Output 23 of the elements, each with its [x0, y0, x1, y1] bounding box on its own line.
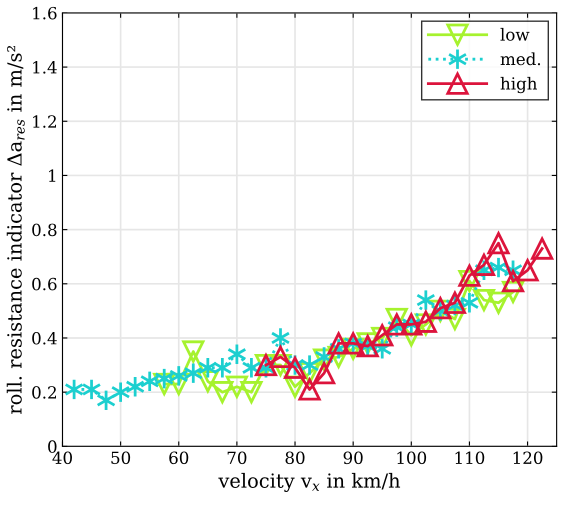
y-tick-label: 0.2 [32, 386, 56, 399]
x-tick-label: 100 [397, 451, 426, 464]
x-tick-label: 110 [456, 451, 484, 464]
x-axis-title: velocity v$_{x}$ in km/h [218, 472, 400, 492]
x-tick-label: 60 [169, 451, 188, 464]
legend-label: high [500, 76, 538, 94]
x-tick-label: 80 [286, 451, 305, 464]
y-axis-title: roll. resistance indicator Δa$_{res}$ in m/s² [6, 46, 25, 414]
x-tick-label: 40 [52, 451, 72, 464]
legend-label: med. [500, 52, 540, 66]
x-tick-label: 90 [344, 451, 363, 464]
x-tick-label: 50 [111, 451, 130, 464]
y-tick-label: 0.8 [32, 224, 56, 236]
legend-label: low [500, 28, 530, 41]
x-tick-label: 70 [228, 451, 246, 464]
y-tick-label: 0 [48, 440, 57, 453]
y-tick-label: 1.4 [33, 61, 57, 74]
y-tick-label: 0.6 [32, 278, 57, 290]
y-tick-label: 1.2 [33, 115, 56, 128]
y-tick-label: 1 [49, 169, 56, 182]
y-tick-label: 1.6 [33, 6, 57, 20]
y-tick-label: 0.4 [32, 332, 57, 345]
x-tick-label: 120 [514, 451, 542, 464]
